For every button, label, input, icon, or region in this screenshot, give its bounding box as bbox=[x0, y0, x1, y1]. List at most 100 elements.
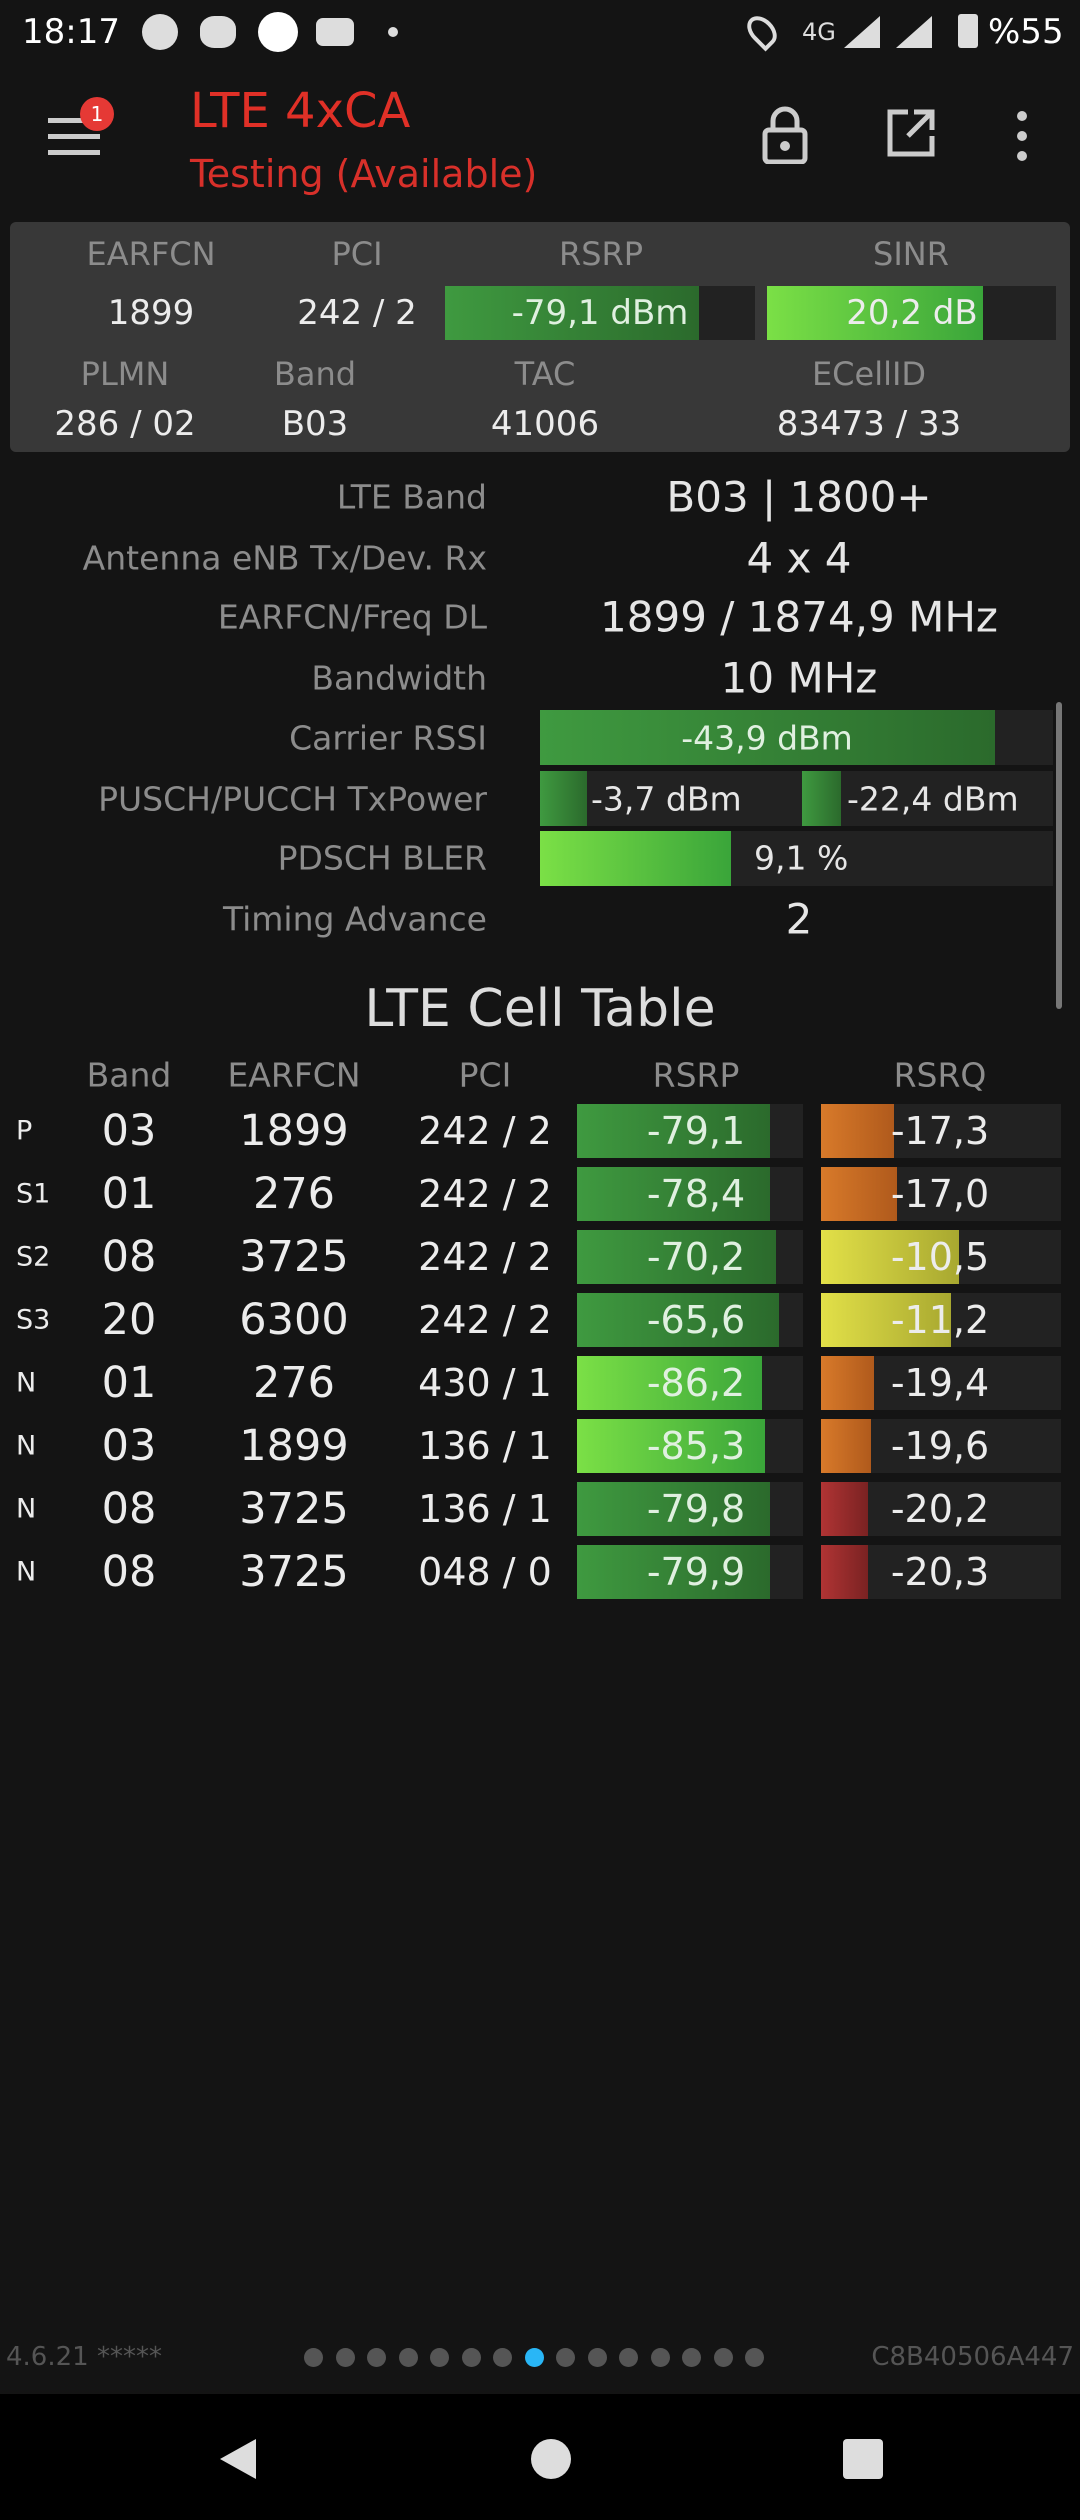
battery-icon bbox=[958, 14, 978, 48]
value: 83473 / 33 bbox=[776, 404, 962, 444]
detail-value: -43,9 dBm bbox=[681, 718, 853, 758]
column-header: PCI bbox=[458, 1055, 512, 1095]
page-dot[interactable] bbox=[650, 2348, 670, 2367]
rsrq-bar bbox=[821, 1293, 951, 1347]
cell-rsrp: -79,1 bbox=[646, 1109, 746, 1153]
label: SINR bbox=[873, 235, 949, 273]
detail-label: Timing Advance bbox=[222, 899, 487, 939]
clock: 18:17 bbox=[22, 12, 120, 52]
page-dot[interactable] bbox=[682, 2348, 701, 2367]
detail-value: -22,4 dBm bbox=[847, 779, 1019, 819]
page-dot[interactable] bbox=[398, 2348, 418, 2367]
label: PLMN bbox=[80, 355, 170, 393]
cell-rsrq: -10,5 bbox=[890, 1235, 990, 1279]
page-dot[interactable] bbox=[713, 2348, 733, 2367]
pucch-bar bbox=[802, 771, 841, 826]
cell-pci: 136 / 1 bbox=[418, 1487, 552, 1531]
page-dot[interactable] bbox=[304, 2348, 323, 2367]
cell-pci: 242 / 2 bbox=[418, 1235, 552, 1279]
page-dot[interactable] bbox=[587, 2348, 607, 2367]
page-dot[interactable] bbox=[556, 2348, 575, 2367]
battery-level: %55 bbox=[988, 12, 1064, 52]
cell-rsrq: -17,3 bbox=[890, 1109, 990, 1153]
page-dot[interactable] bbox=[524, 2348, 544, 2367]
detail-value: B03 | 1800+ bbox=[666, 472, 932, 522]
cell-pci: 242 / 2 bbox=[418, 1298, 552, 1342]
lock-button[interactable] bbox=[762, 106, 808, 164]
column-header: RSRP bbox=[652, 1055, 740, 1095]
cell-rsrp: -79,8 bbox=[646, 1487, 746, 1531]
page-dot[interactable] bbox=[430, 2348, 449, 2367]
open-external-button[interactable] bbox=[886, 108, 936, 158]
rsrq-bar bbox=[821, 1545, 868, 1599]
column-header: EARFCN bbox=[227, 1055, 361, 1095]
rsrp-bar bbox=[577, 1419, 765, 1473]
page-dot[interactable] bbox=[745, 2348, 764, 2367]
cell-type: N bbox=[16, 1493, 37, 1525]
label: ECellID bbox=[811, 355, 927, 393]
scrollbar bbox=[1056, 702, 1062, 1009]
cell-earfcn: 276 bbox=[252, 1358, 336, 1408]
recents-button[interactable] bbox=[843, 2439, 883, 2479]
value: 286 / 02 bbox=[54, 404, 196, 444]
chat-icon bbox=[200, 16, 236, 48]
cell-pci: 242 / 2 bbox=[418, 1172, 552, 1216]
detail-value: 9,1 % bbox=[754, 838, 849, 878]
detail-label: EARFCN/Freq DL bbox=[217, 597, 487, 637]
detail-value: 2 bbox=[785, 894, 813, 944]
page-dot[interactable] bbox=[493, 2348, 512, 2367]
overflow-menu[interactable] bbox=[1012, 110, 1032, 162]
detail-label: LTE Band bbox=[336, 477, 487, 517]
cell-type: S1 bbox=[16, 1178, 51, 1210]
page-dot[interactable] bbox=[461, 2348, 481, 2367]
cell-type: N bbox=[16, 1556, 37, 1588]
column-header: Band bbox=[86, 1055, 172, 1095]
cell-rsrp: -79,9 bbox=[646, 1550, 746, 1594]
cell-rsrq: -17,0 bbox=[890, 1172, 990, 1216]
cell-type: N bbox=[16, 1430, 37, 1462]
cell-earfcn: 1899 bbox=[239, 1106, 349, 1156]
detail-label: PDSCH BLER bbox=[277, 838, 487, 878]
home-button[interactable] bbox=[531, 2439, 571, 2479]
rsrp-bar bbox=[577, 1104, 770, 1158]
page-dot[interactable] bbox=[335, 2348, 355, 2367]
sinr-bar bbox=[767, 286, 983, 340]
page-dot[interactable] bbox=[367, 2348, 386, 2367]
rsrq-bar bbox=[821, 1356, 874, 1410]
rsrp-bar bbox=[577, 1545, 770, 1599]
title: LTE 4xCA bbox=[190, 83, 411, 139]
cell-earfcn: 6300 bbox=[239, 1295, 349, 1345]
rsrp-bar bbox=[445, 286, 699, 340]
bler-bar bbox=[540, 831, 731, 886]
back-button[interactable] bbox=[216, 2437, 260, 2481]
cell-type: N bbox=[16, 1367, 37, 1399]
cell-rsrp: -86,2 bbox=[646, 1361, 746, 1405]
label: EARFCN bbox=[86, 235, 216, 273]
cell-rsrq: -19,6 bbox=[890, 1424, 990, 1468]
rsrq-bar bbox=[821, 1230, 959, 1284]
label: RSRP bbox=[558, 235, 644, 273]
device-id: C8B40506A447 bbox=[871, 2342, 1074, 2372]
cell-pci: 242 / 2 bbox=[418, 1109, 552, 1153]
detail-label: Antenna eNB Tx/Dev. Rx bbox=[82, 538, 487, 578]
cell-rsrq: -20,2 bbox=[890, 1487, 990, 1531]
rsrp-bar bbox=[577, 1356, 762, 1410]
detail-value: 10 MHz bbox=[720, 653, 878, 703]
table-title: LTE Cell Table bbox=[364, 979, 716, 1039]
detail-value: -3,7 dBm bbox=[591, 779, 742, 819]
cell-earfcn: 3725 bbox=[239, 1547, 349, 1597]
menu-button[interactable] bbox=[48, 116, 100, 158]
column-header: RSRQ bbox=[893, 1055, 987, 1095]
cell-rsrq: -19,4 bbox=[890, 1361, 990, 1405]
cell-rsrq: -11,2 bbox=[890, 1298, 990, 1342]
cell-band: 08 bbox=[101, 1232, 157, 1282]
cell-band: 03 bbox=[101, 1421, 157, 1471]
page-dot[interactable] bbox=[619, 2348, 638, 2367]
detail-label: PUSCH/PUCCH TxPower bbox=[98, 779, 487, 819]
cell-band: 20 bbox=[101, 1295, 157, 1345]
pusch-bar bbox=[540, 771, 587, 826]
detail-label: Carrier RSSI bbox=[289, 718, 487, 758]
cell-rsrp: -85,3 bbox=[646, 1424, 746, 1468]
detail-value: 1899 / 1874,9 MHz bbox=[600, 592, 998, 642]
